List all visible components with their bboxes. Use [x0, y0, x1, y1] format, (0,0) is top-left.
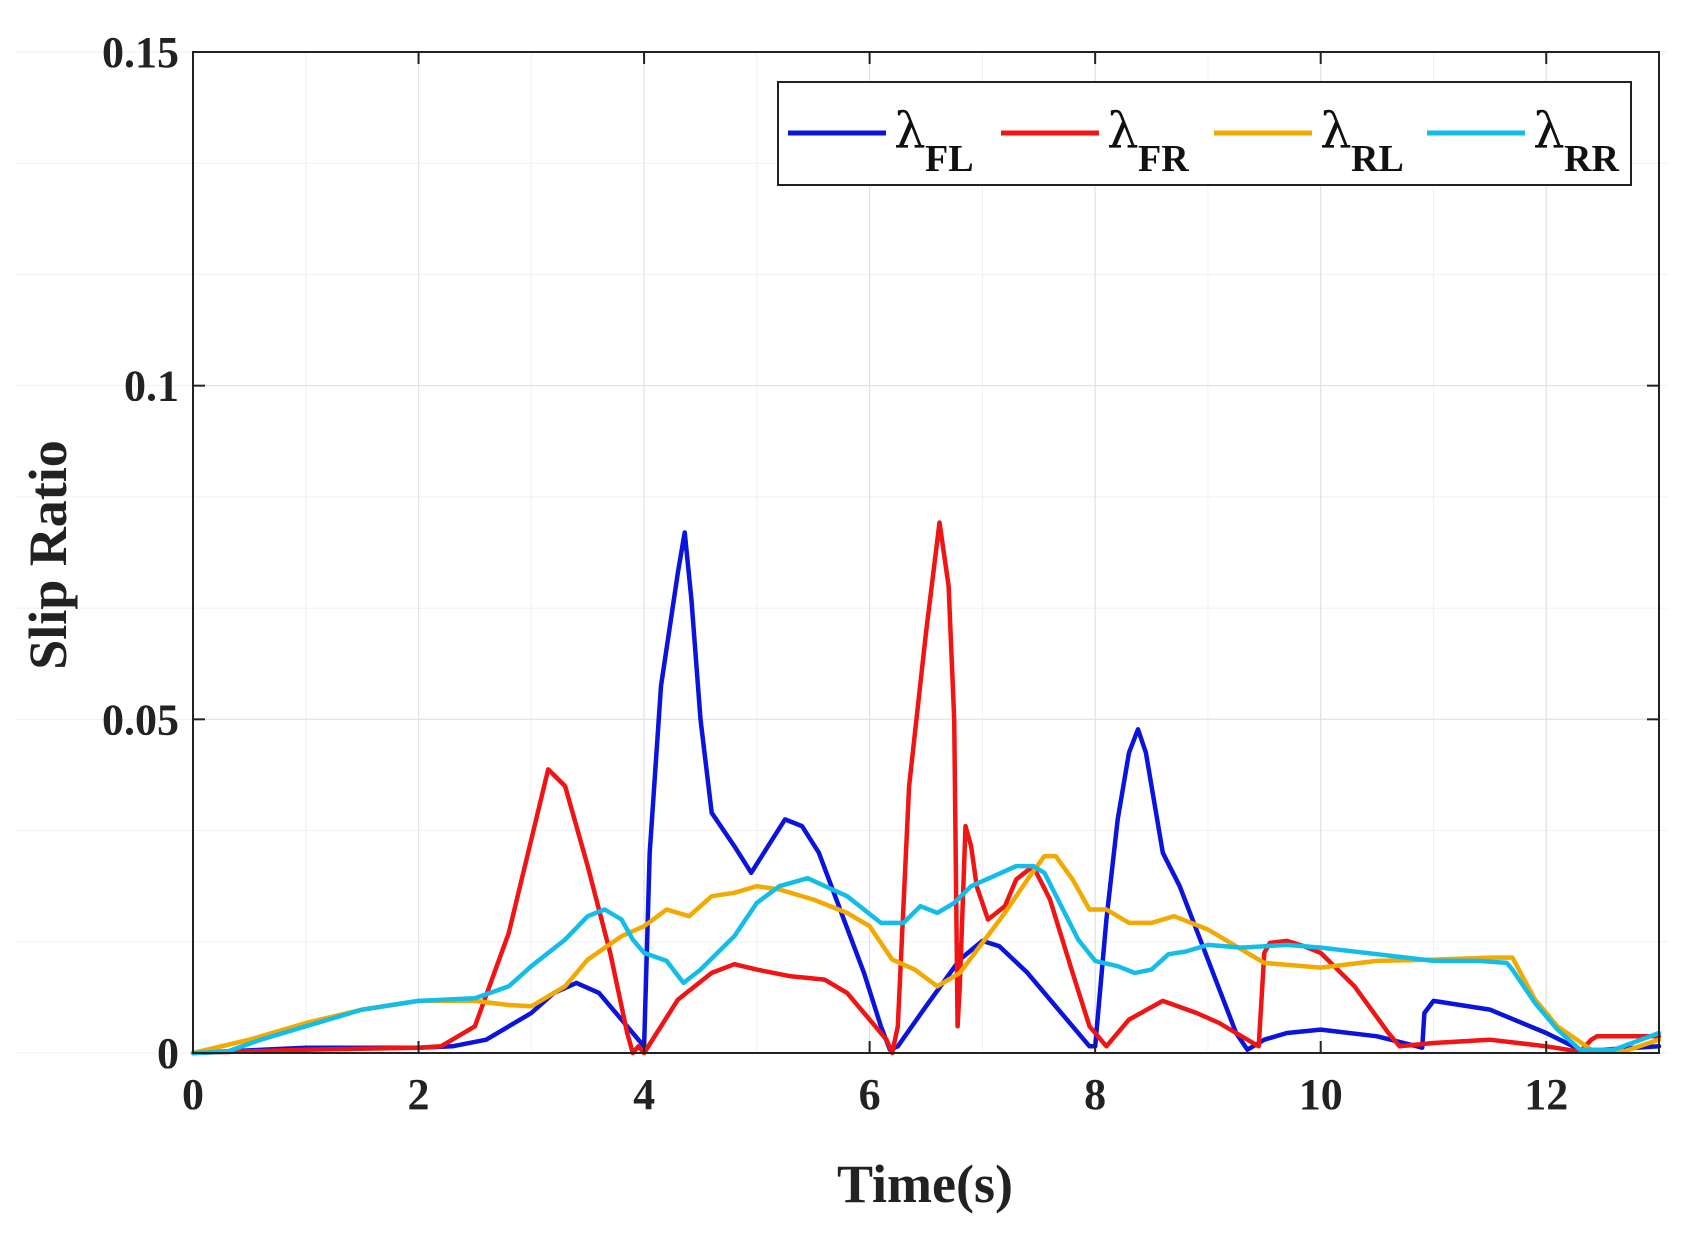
axis-ticks [192, 51, 1659, 1054]
y-axis-title: Slip Ratio [18, 440, 78, 670]
y-tick-label: 0.05 [102, 695, 179, 744]
x-tick-label: 12 [1524, 1070, 1568, 1119]
series-line-rl [190, 853, 1662, 1056]
x-tick-label: 6 [859, 1070, 881, 1119]
legend-symbol-rl: λ [1320, 102, 1352, 160]
minor-grid [16, 51, 1668, 1054]
x-tick-label: 2 [408, 1070, 430, 1119]
x-tick-label: 4 [633, 1070, 655, 1119]
series-lines [190, 520, 1662, 1056]
plot-frame [192, 51, 1660, 1054]
legend-label-rl: RL [1351, 138, 1404, 180]
series-line-fl [190, 530, 1662, 1056]
legend-symbol-fr: λ [1107, 102, 1139, 160]
legend-label-rr: RR [1564, 138, 1619, 180]
y-tick-label: 0 [157, 1029, 179, 1078]
x-tick-label: 10 [1299, 1070, 1343, 1119]
legend-symbol-fl: λ [894, 102, 926, 160]
x-tick-labels: 0 2 4 6 8 10 12 [182, 1070, 1568, 1119]
y-tick-label: 0.1 [124, 362, 179, 411]
x-tick-label: 0 [182, 1070, 204, 1119]
y-tick-label: 0.15 [102, 28, 179, 77]
major-grid [192, 51, 1659, 1054]
legend-label-fl: FL [925, 138, 974, 180]
series-line-rr [190, 863, 1662, 1056]
legend-label-fr: FR [1138, 138, 1189, 180]
x-axis-title: Time(s) [837, 1154, 1013, 1214]
series-line-fr [190, 520, 1662, 1056]
legend-symbol-rr: λ [1533, 102, 1565, 160]
legend: λ FL λ FR λ RL λ RR [777, 81, 1632, 186]
x-tick-label: 8 [1084, 1070, 1106, 1119]
y-tick-labels: 0 0.05 0.1 0.15 [102, 28, 179, 1078]
